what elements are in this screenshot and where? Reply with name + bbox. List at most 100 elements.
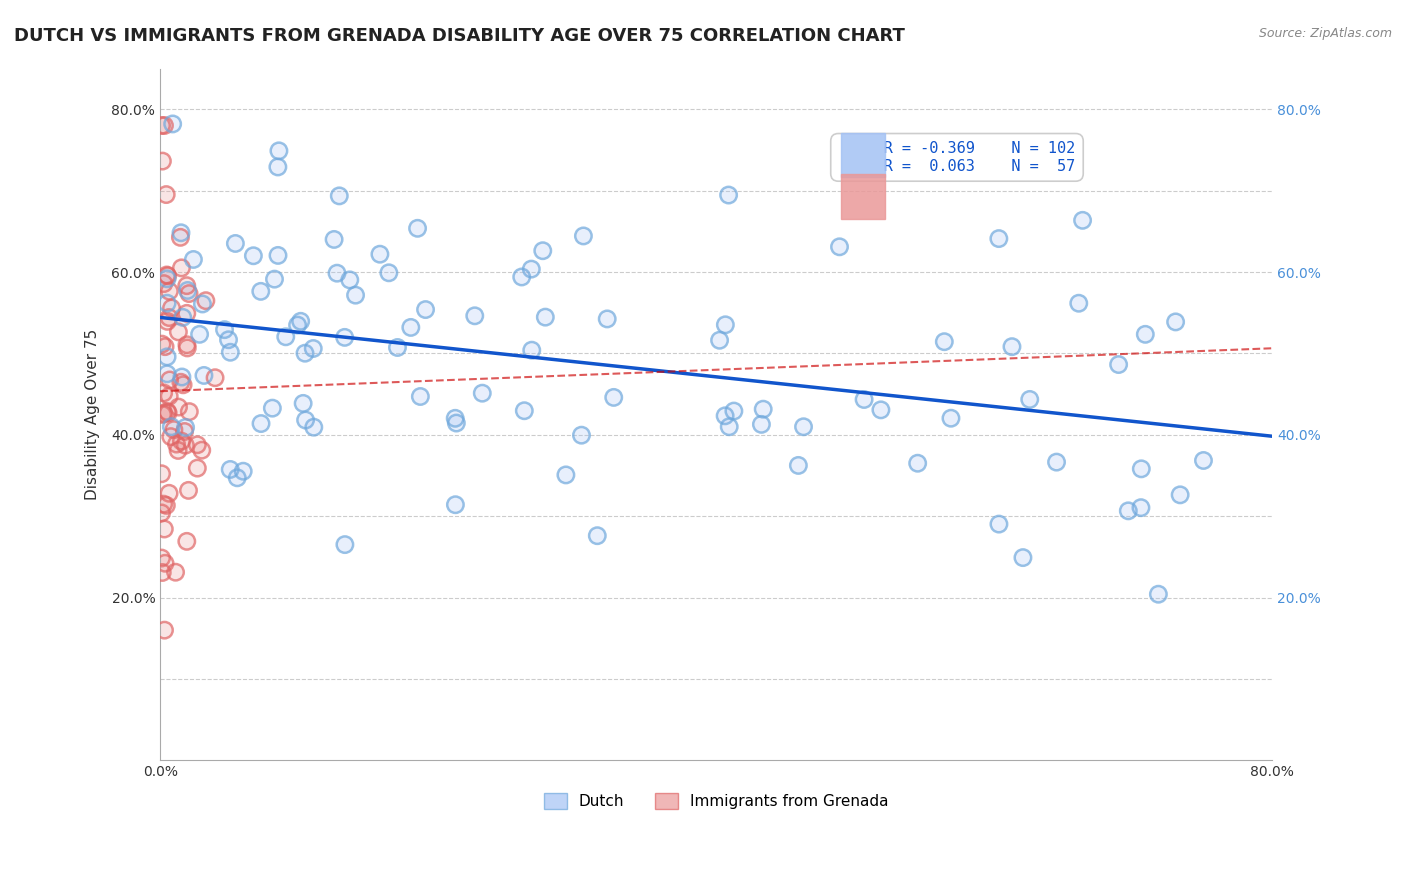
Point (531, 244, 554, 258)
Point (163, 423, 186, 437)
Point (219, 345, 242, 359)
Point (1045, 455, 1067, 469)
Point (294, 346, 316, 360)
Point (718, 419, 741, 434)
Point (153, 556, 176, 570)
Point (160, 419, 183, 434)
Point (907, 456, 929, 470)
Point (368, 247, 391, 261)
Point (177, 483, 200, 498)
Point (520, 262, 543, 277)
Point (554, 467, 576, 482)
Point (156, 350, 179, 364)
Point (174, 420, 197, 434)
Point (150, 566, 173, 580)
Point (156, 314, 179, 328)
Point (290, 314, 312, 328)
Point (987, 231, 1010, 245)
Point (415, 302, 437, 317)
Point (219, 462, 242, 476)
Point (793, 419, 815, 434)
Point (399, 320, 422, 334)
Point (176, 338, 198, 352)
Point (157, 285, 180, 299)
Point (183, 252, 205, 267)
Point (153, 522, 176, 536)
Point (232, 464, 254, 478)
Point (249, 285, 271, 299)
Point (170, 370, 193, 384)
Point (218, 333, 240, 347)
Point (399, 320, 422, 334)
Point (1012, 550, 1035, 565)
Point (167, 400, 190, 414)
Point (155, 187, 177, 202)
Point (267, 160, 290, 174)
Point (224, 236, 246, 251)
Point (174, 420, 197, 434)
Point (571, 428, 593, 442)
Point (150, 551, 173, 566)
Point (1067, 296, 1090, 310)
Point (156, 296, 179, 310)
Point (406, 221, 429, 235)
Point (326, 266, 349, 280)
Point (177, 483, 200, 498)
Point (157, 310, 180, 325)
Point (323, 232, 346, 246)
Point (191, 297, 214, 311)
Point (1071, 213, 1094, 227)
Point (294, 413, 316, 427)
Point (232, 464, 254, 478)
Point (150, 119, 173, 133)
Point (156, 404, 179, 418)
Point (714, 409, 737, 423)
Point (150, 506, 173, 520)
Point (176, 306, 198, 320)
Point (510, 269, 533, 284)
Point (177, 286, 200, 301)
Point (167, 325, 190, 339)
Point (159, 429, 181, 443)
Legend: Dutch, Immigrants from Grenada: Dutch, Immigrants from Grenada (537, 787, 894, 815)
Point (333, 538, 356, 552)
Point (534, 310, 557, 325)
Point (214, 323, 236, 337)
Point (186, 461, 208, 475)
Point (242, 249, 264, 263)
Point (188, 327, 211, 342)
Point (150, 467, 173, 481)
Point (1116, 504, 1139, 518)
Point (194, 293, 217, 308)
Point (1130, 462, 1153, 476)
Point (167, 443, 190, 458)
Point (156, 268, 179, 282)
Point (153, 556, 176, 570)
Point (939, 411, 962, 425)
Point (150, 337, 173, 351)
Point (328, 189, 350, 203)
Point (170, 226, 193, 240)
Point (156, 268, 179, 283)
Point (153, 277, 176, 291)
Point (793, 419, 815, 434)
Point (191, 297, 214, 311)
Point (162, 117, 184, 131)
Point (596, 312, 619, 326)
Point (176, 534, 198, 549)
Point (444, 411, 467, 425)
Point (520, 343, 543, 358)
Point (328, 189, 350, 203)
Point (709, 333, 731, 347)
Point (242, 249, 264, 263)
Point (176, 341, 198, 355)
Point (157, 285, 180, 299)
Point (226, 471, 249, 485)
Point (160, 419, 183, 434)
Point (1067, 296, 1090, 310)
Point (153, 623, 176, 637)
Point (1135, 327, 1157, 342)
Point (176, 341, 198, 355)
Point (934, 334, 956, 349)
Point (378, 266, 401, 280)
